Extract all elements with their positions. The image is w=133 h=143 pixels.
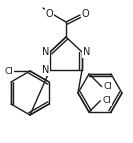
Text: Cl: Cl [104,82,113,91]
Text: N: N [83,47,90,57]
Text: N: N [42,47,49,57]
Text: Cl: Cl [4,66,13,76]
Text: N: N [42,65,49,75]
Text: O: O [45,9,53,19]
Text: O: O [82,9,90,19]
Text: Cl: Cl [102,96,111,105]
